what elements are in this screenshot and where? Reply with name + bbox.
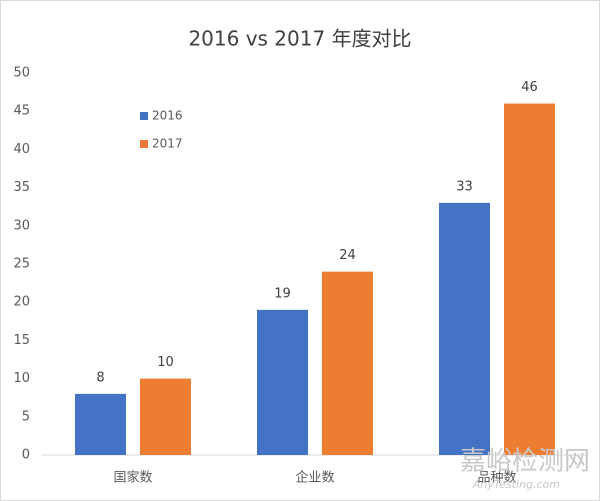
data-label: 24 [339, 248, 356, 263]
legend-swatch [140, 140, 148, 148]
legend-swatch [140, 112, 148, 120]
y-tick-label: 30 [13, 218, 30, 233]
bar [140, 378, 191, 455]
x-tick-label: 品种数 [477, 471, 516, 486]
chart-title: 2016 vs 2017 年度对比 [188, 27, 411, 51]
y-tick-label: 25 [13, 257, 30, 272]
x-tick-label: 国家数 [113, 470, 152, 486]
bar [257, 309, 308, 455]
data-label: 19 [274, 286, 291, 301]
y-tick-label: 0 [22, 448, 30, 463]
y-tick-label: 45 [13, 104, 30, 119]
legend-label: 2017 [152, 137, 183, 151]
data-label: 33 [456, 179, 473, 194]
y-tick-label: 10 [13, 371, 30, 386]
bar [322, 271, 373, 455]
y-tick-label: 20 [13, 295, 30, 310]
bar [75, 393, 126, 455]
watermark: 嘉峪检测网 [460, 447, 590, 477]
bar [504, 103, 555, 455]
data-label: 8 [96, 370, 104, 385]
bar [439, 202, 490, 455]
y-tick-label: 5 [22, 409, 30, 424]
y-tick-label: 35 [13, 180, 30, 195]
y-tick-label: 15 [13, 333, 30, 348]
x-tick-label: 企业数 [295, 470, 334, 486]
y-tick-label: 50 [13, 66, 30, 81]
legend-label: 2016 [152, 109, 183, 123]
y-tick-label: 40 [13, 142, 30, 157]
watermark-url: AnyTesting.com [472, 478, 560, 491]
data-label: 46 [521, 80, 538, 95]
data-label: 10 [157, 355, 174, 370]
